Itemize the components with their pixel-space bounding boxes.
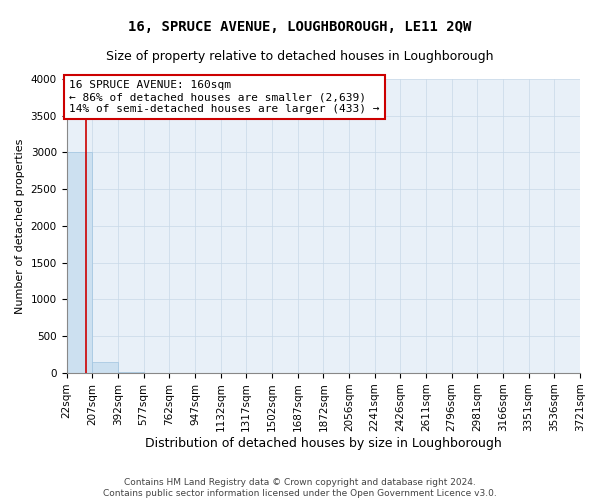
- Bar: [118, 372, 143, 373]
- Text: 16 SPRUCE AVENUE: 160sqm
← 86% of detached houses are smaller (2,639)
14% of sem: 16 SPRUCE AVENUE: 160sqm ← 86% of detach…: [70, 80, 380, 114]
- Bar: [92, 362, 118, 373]
- Y-axis label: Number of detached properties: Number of detached properties: [15, 138, 25, 314]
- X-axis label: Distribution of detached houses by size in Loughborough: Distribution of detached houses by size …: [145, 437, 502, 450]
- Text: Size of property relative to detached houses in Loughborough: Size of property relative to detached ho…: [106, 50, 494, 63]
- Bar: [67, 152, 92, 373]
- Text: 16, SPRUCE AVENUE, LOUGHBOROUGH, LE11 2QW: 16, SPRUCE AVENUE, LOUGHBOROUGH, LE11 2Q…: [128, 20, 472, 34]
- Text: Contains HM Land Registry data © Crown copyright and database right 2024.
Contai: Contains HM Land Registry data © Crown c…: [103, 478, 497, 498]
